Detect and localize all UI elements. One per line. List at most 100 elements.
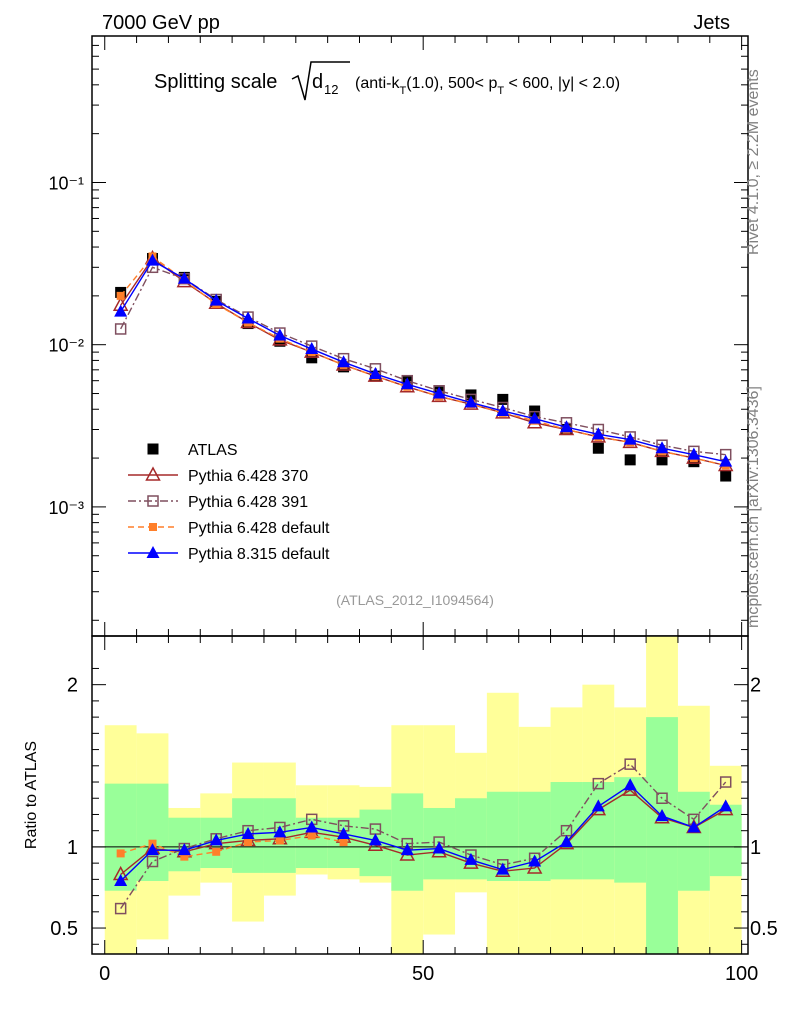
band-inner	[709, 804, 742, 877]
data-point	[114, 323, 127, 335]
band-inner	[391, 793, 424, 891]
data-point	[432, 386, 446, 399]
title-part: (1.0), 500< p	[406, 75, 497, 92]
band-inner	[455, 798, 487, 880]
ratio-point	[339, 838, 348, 847]
ratio-point	[719, 776, 732, 788]
title-part: T	[497, 85, 504, 97]
title-rest: (anti-kT(1.0), 500< pT < 600, |y| < 2.0)	[355, 75, 620, 97]
legend-label: Pythia 6.428 370	[188, 468, 308, 485]
band-inner	[582, 782, 615, 880]
data-point	[241, 311, 255, 324]
ratio-point	[305, 820, 319, 833]
y-tick-label: 10⁻¹	[48, 173, 84, 193]
ratio-point	[177, 843, 191, 856]
ratio-y-label-right: 0.5	[750, 918, 778, 940]
legend-label: Pythia 6.428 391	[188, 494, 308, 511]
ratio-series	[112, 758, 734, 915]
energy-label: 7000 GeV pp	[102, 12, 220, 34]
legend-marker	[145, 466, 161, 481]
ratio-point	[337, 826, 351, 839]
ratio-point	[244, 838, 253, 847]
process-label: Jets	[693, 12, 730, 34]
x-tick-label: 50	[412, 963, 434, 985]
ratio-point	[209, 833, 223, 846]
ratio-point	[114, 873, 128, 886]
series-line	[120, 255, 726, 467]
ratio-y-label-left: 1	[67, 837, 78, 859]
ratio-point	[114, 902, 127, 915]
ratio-point	[180, 852, 189, 861]
data-point	[146, 253, 160, 266]
ratio-point	[146, 855, 159, 868]
ratio-point	[656, 792, 668, 804]
ratio-point	[719, 799, 733, 812]
ratio-point	[400, 843, 414, 856]
data-point	[624, 454, 636, 466]
ratio-point	[687, 820, 701, 833]
ratio-point	[559, 835, 573, 848]
data-point	[497, 393, 509, 405]
rivet-label: Rivet 4.1.0, ≥ 2.2M events	[745, 69, 762, 255]
y-tick-label: 10⁻²	[48, 336, 84, 356]
legend-marker	[146, 546, 160, 558]
data-point	[273, 328, 287, 341]
main-series	[112, 249, 734, 482]
band-inner	[646, 717, 678, 954]
ratio-y-label-right: 2	[750, 675, 761, 697]
chart-title: Splitting scale d 12 (anti-kT(1.0), 500< pT…	[154, 61, 620, 101]
title-part: T	[399, 85, 406, 97]
legend-label: ATLAS	[188, 442, 238, 459]
title-symbol: d	[312, 71, 323, 93]
data-point	[592, 442, 604, 454]
x-tick-label: 100	[725, 963, 758, 985]
legend-label: Pythia 6.428 default	[188, 520, 330, 537]
ratio-point	[655, 809, 669, 822]
legend-marker	[149, 523, 157, 531]
ratio-point	[432, 841, 446, 854]
ratio-point	[623, 778, 637, 791]
ratio-frame	[91, 635, 749, 955]
data-point	[687, 447, 701, 460]
title-subscript: 12	[324, 82, 338, 97]
legend-marker	[147, 443, 159, 455]
ratio-point	[307, 831, 316, 840]
ratio-point	[464, 852, 478, 865]
ratio-point	[592, 777, 605, 790]
ratio-point	[368, 833, 382, 846]
data-point	[720, 470, 732, 482]
ratio-point	[241, 826, 255, 839]
source-label: mcplots.cern.ch [arXiv:1306.3436]	[745, 386, 762, 628]
ratio-point	[496, 862, 510, 875]
band-inner	[550, 782, 583, 880]
data-point	[368, 366, 382, 379]
ratio-line	[120, 834, 344, 858]
ratio-y-label-right: 1	[750, 837, 761, 859]
ratio-point	[275, 836, 284, 845]
legend-marker	[147, 495, 159, 507]
data-point	[305, 342, 319, 355]
data-point	[177, 271, 191, 284]
data-point	[528, 411, 542, 424]
ratio-y-axis-label: Ratio to ATLAS	[23, 741, 40, 849]
ratio-point	[273, 825, 287, 838]
ratio-point	[591, 799, 605, 812]
data-point	[623, 432, 637, 445]
band-inner	[677, 791, 710, 891]
data-point	[337, 355, 351, 368]
ratio-panel: 0.5 0.5 1 1 2 2 0 50 100 Ratio to ATLAS	[23, 635, 778, 985]
x-tick-label: 0	[99, 963, 110, 985]
data-point	[114, 304, 128, 317]
band-inner	[136, 783, 169, 881]
uncertainty-bands	[104, 636, 742, 954]
ratio-point	[212, 847, 221, 856]
ratio-ticks	[92, 636, 748, 954]
y-tick-label: 10⁻³	[48, 498, 84, 518]
legend: ATLAS Pythia 6.428 370 Pythia 6.428 391 Pyt…	[128, 442, 330, 563]
ratio-point	[624, 758, 636, 770]
main-y-ticks	[92, 35, 748, 636]
data-point	[464, 395, 478, 408]
legend-label: Pythia 8.315 default	[188, 546, 330, 563]
band-inner	[104, 783, 137, 891]
